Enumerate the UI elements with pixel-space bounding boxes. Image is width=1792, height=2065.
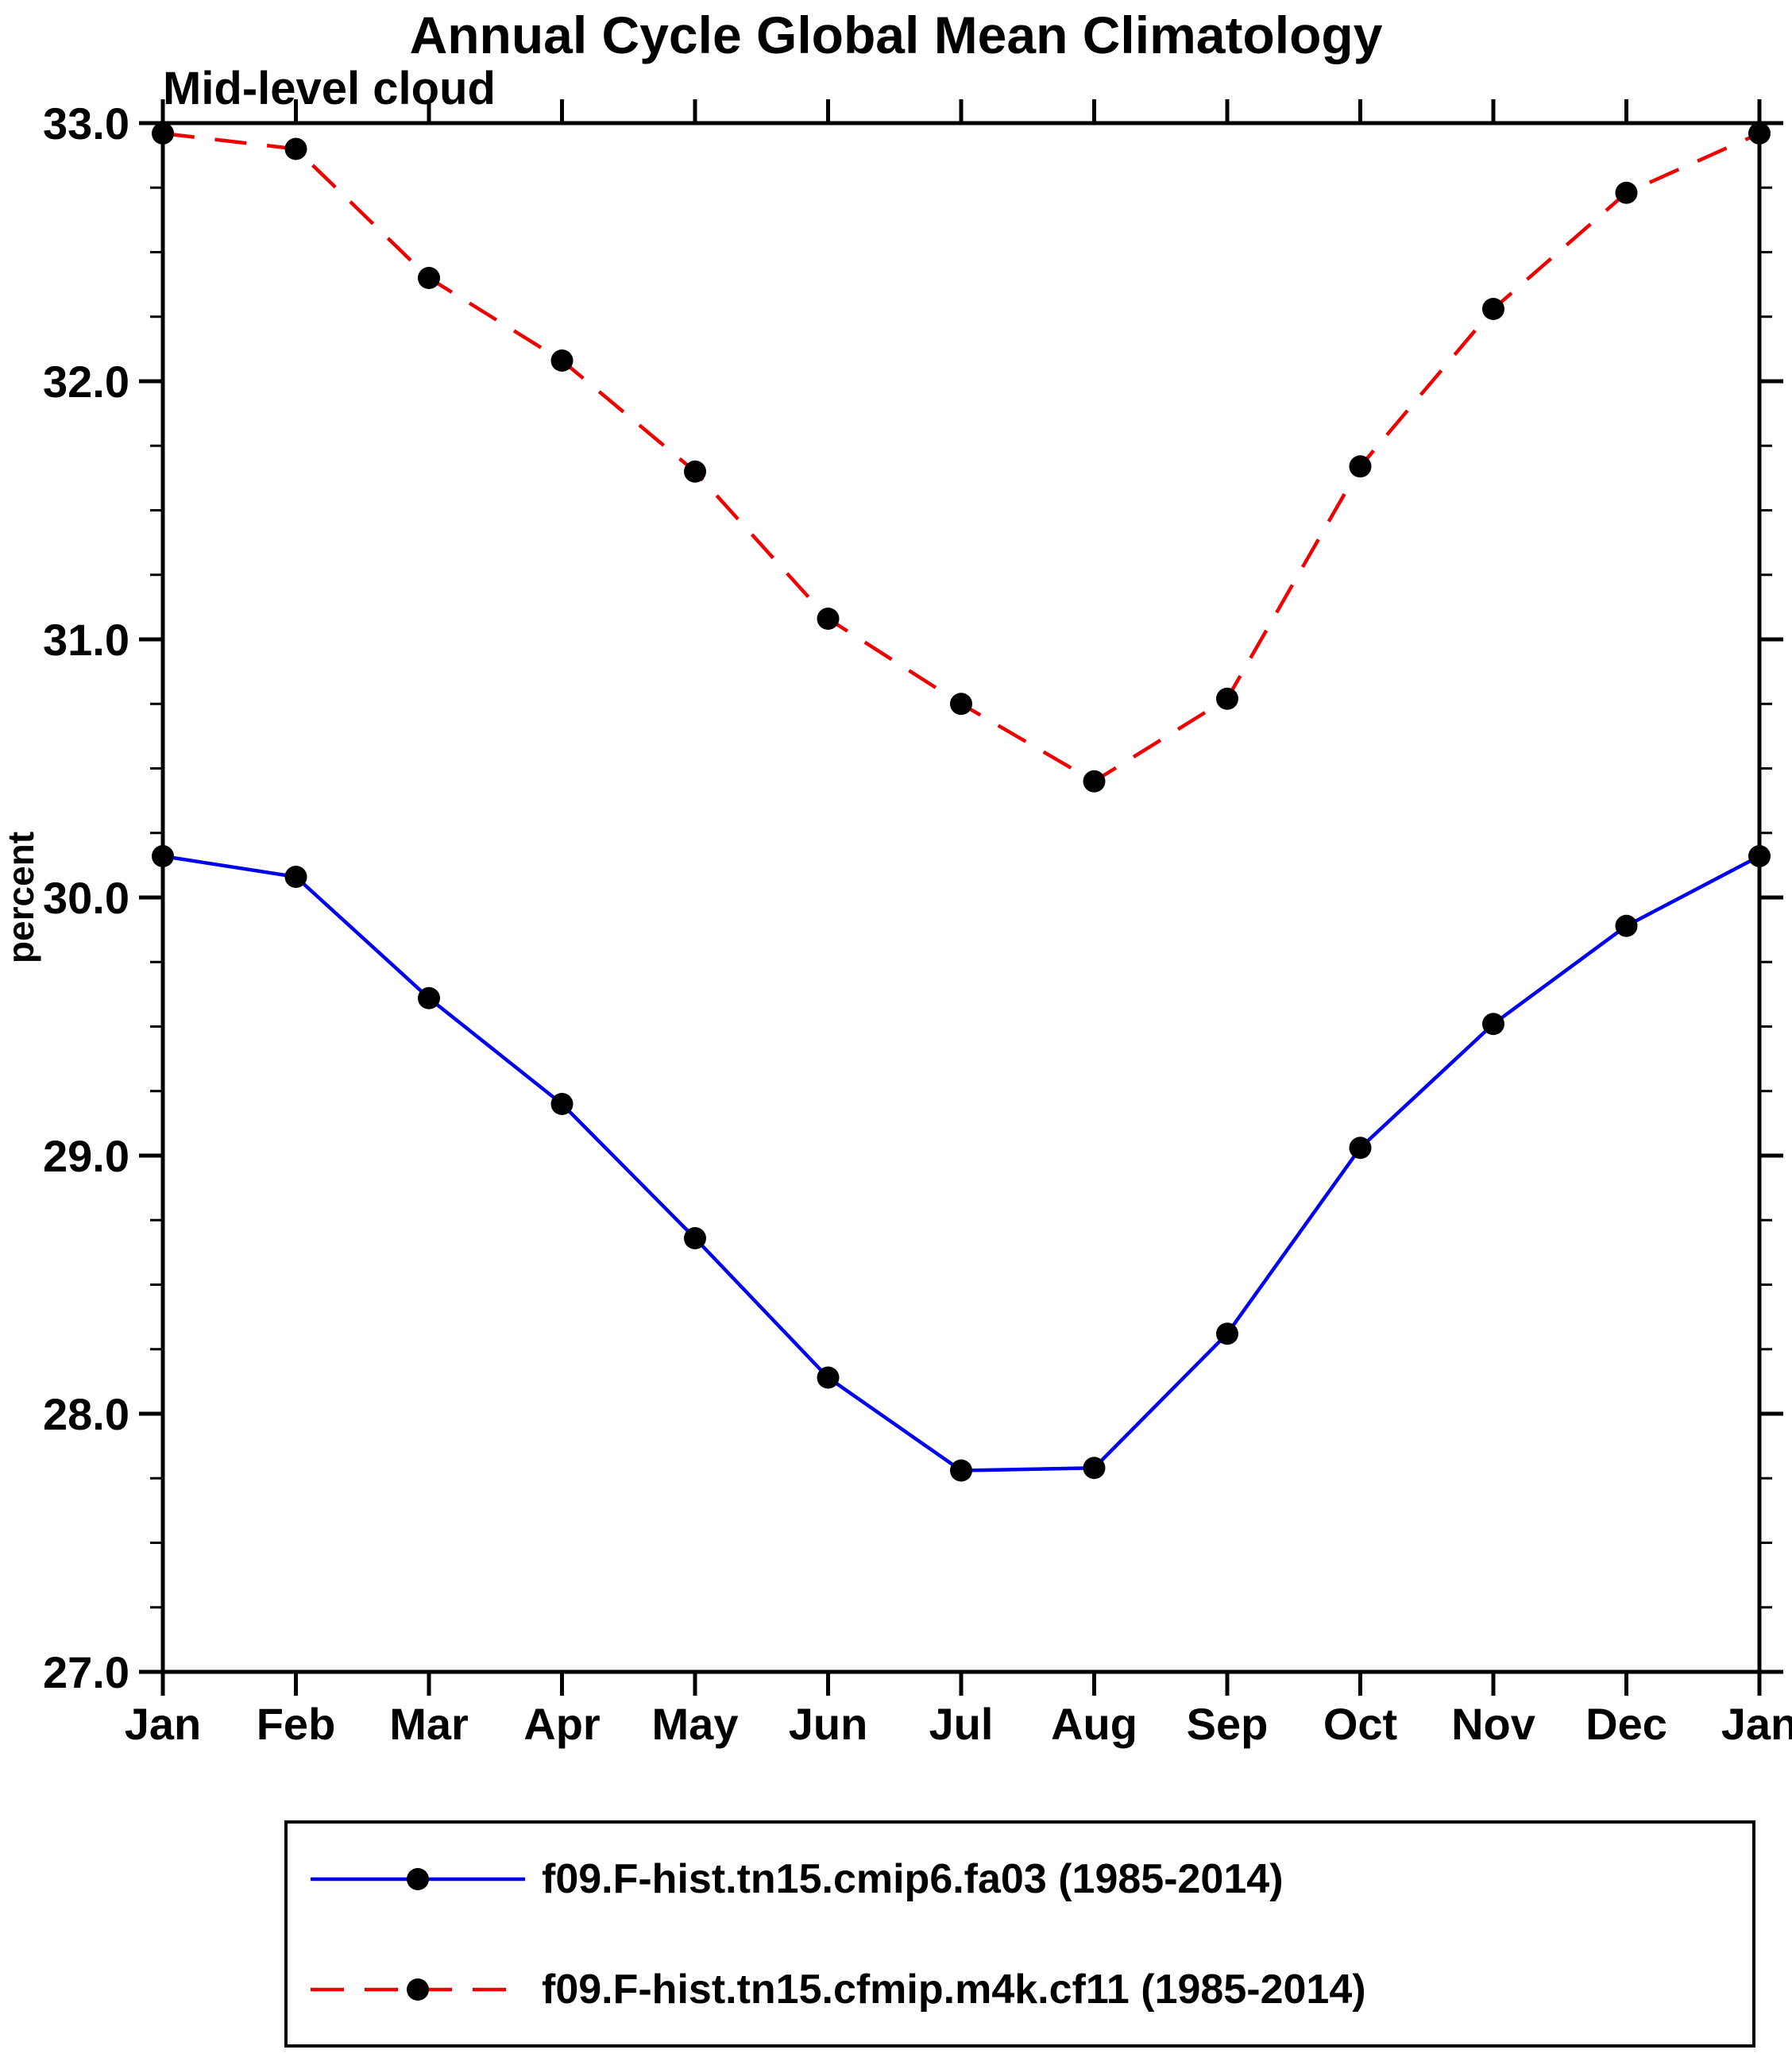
y-tick-label: 28.0 [43,1389,129,1439]
y-tick-label: 31.0 [43,615,129,665]
y-tick-label: 32.0 [43,357,129,407]
legend-label: f09.F-hist.tn15.cmip6.fa03 (1985-2014) [542,1855,1284,1902]
legend-line-sample [311,1978,525,2001]
series-markers-1 [152,122,1771,793]
legend-marker-icon [407,1978,429,2001]
x-tick-labels: Jan Feb Mar Apr May Jun Jul Aug Sep Oct Nov Dec Jan [125,1699,1792,1749]
x-tick-label: Oct [1323,1699,1397,1749]
x-tick-label: Apr [523,1699,600,1749]
legend-marker-icon [407,1867,429,1890]
axis-frame [160,121,1762,1674]
x-tick-label: Jan [125,1699,202,1749]
x-tick-label: Mar [389,1699,469,1749]
series-line-1 [162,131,1760,784]
y-tick-label: 33.0 [43,98,129,149]
legend-entry: f09.F-hist.tn15.cfmip.m4k.cf11 (1985-201… [307,1966,1752,2013]
series-line-0 [162,854,1761,1473]
y-axis-label: percent [0,831,41,964]
legend-line-sample [311,1867,525,1890]
legend-label: f09.F-hist.tn15.cfmip.m4k.cf11 (1985-201… [542,1966,1366,2013]
axis-ticks [139,99,1783,1696]
x-tick-label: Jan [1721,1699,1792,1749]
x-tick-label: Nov [1451,1699,1535,1749]
legend: f09.F-hist.tn15.cmip6.fa03 (1985-2014) f0… [284,1820,1755,2048]
x-tick-label: Feb [257,1699,336,1749]
chart-subtitle: Mid-level cloud [163,63,496,114]
legend-entry: f09.F-hist.tn15.cmip6.fa03 (1985-2014) [307,1855,1752,1903]
y-tick-label: 27.0 [43,1647,129,1697]
y-tick-label: 30.0 [43,873,129,923]
x-tick-label: Jun [789,1699,868,1749]
x-tick-label: May [652,1699,739,1749]
y-tick-labels: 27.0 28.0 29.0 30.0 31.0 32.0 33.0 [43,98,129,1697]
x-tick-label: Sep [1187,1699,1269,1749]
x-tick-label: Jul [929,1699,994,1749]
x-tick-label: Aug [1051,1699,1137,1749]
y-tick-label: 29.0 [43,1131,129,1181]
x-tick-label: Dec [1585,1699,1667,1749]
chart-title: Annual Cycle Global Mean Climatology [409,6,1383,64]
series-markers-0 [152,845,1771,1482]
